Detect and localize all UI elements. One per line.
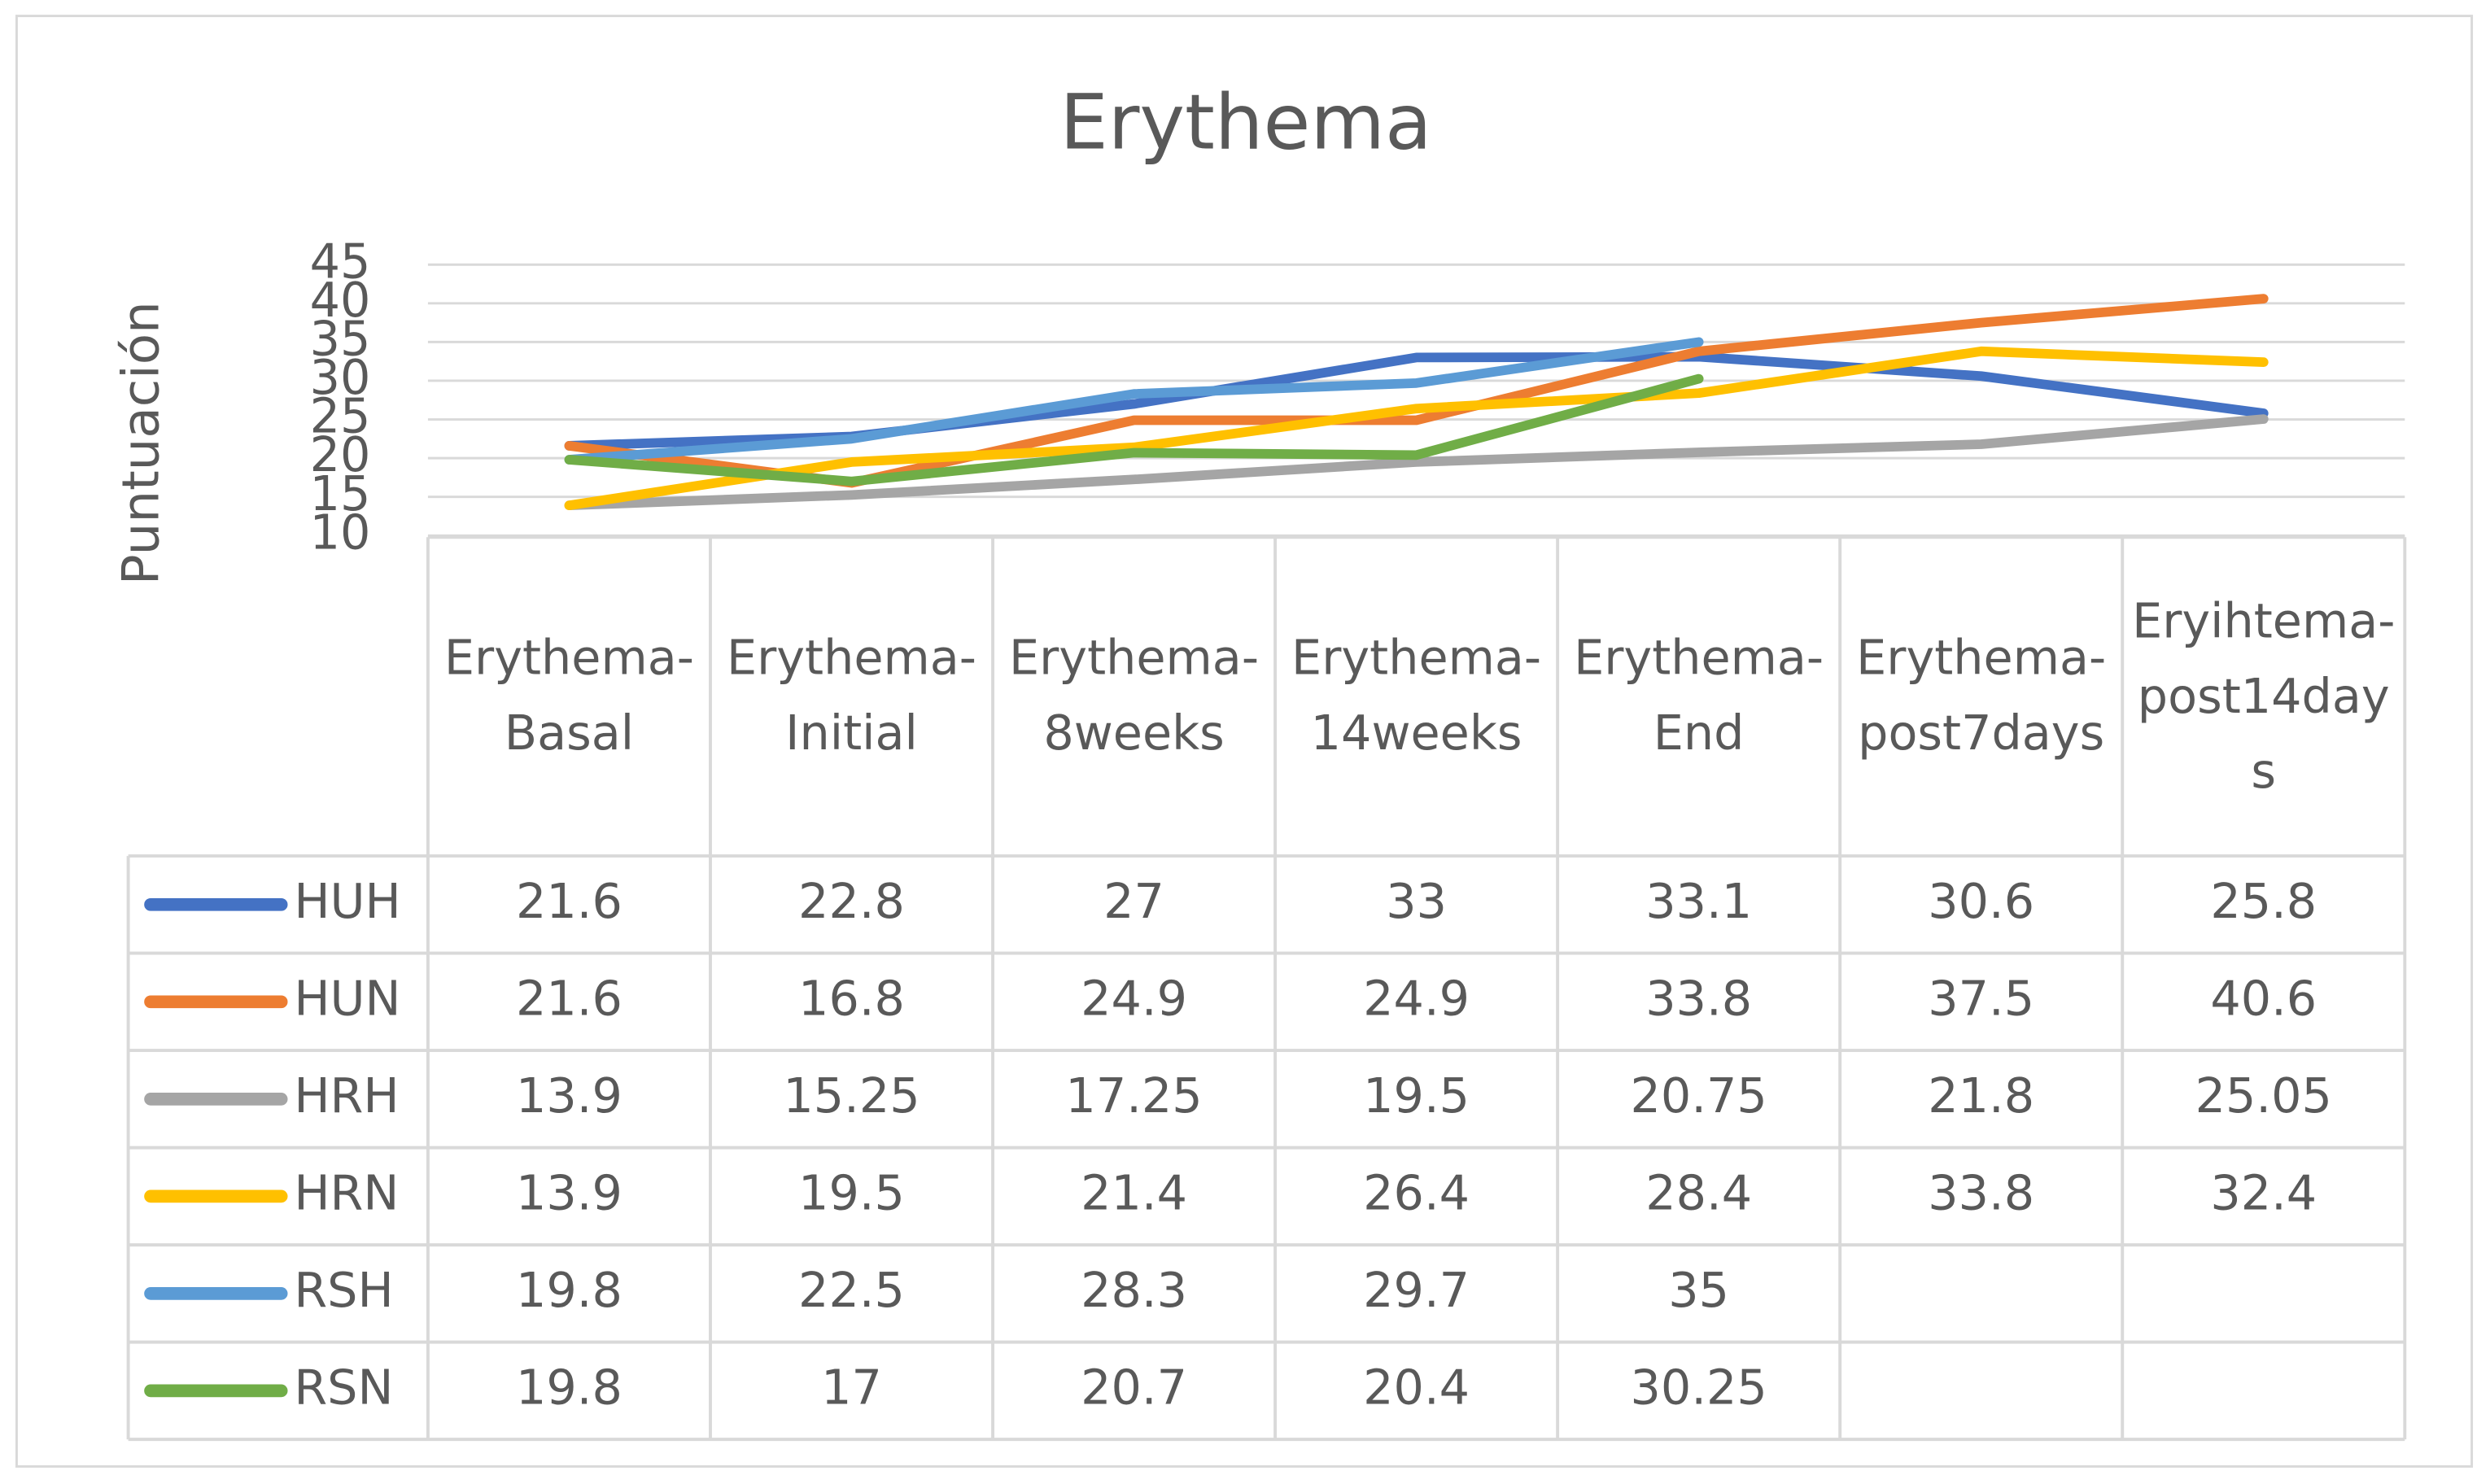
table-value: 40.6 xyxy=(2210,970,2317,1026)
category-cell: Erythema-post7days xyxy=(1856,631,2107,762)
table-value: 22.5 xyxy=(798,1262,905,1318)
table-value: 33.1 xyxy=(1645,873,1752,929)
table-value: 35 xyxy=(1668,1262,1729,1318)
table-value: 15.25 xyxy=(783,1067,920,1124)
table-value: 21.4 xyxy=(1081,1164,1187,1220)
y-axis-label: Puntuación xyxy=(111,301,170,585)
x-tick-label: Erythema-post7days xyxy=(1856,631,2107,762)
table-value: 20.4 xyxy=(1363,1359,1470,1415)
category-cell: Erythema-End xyxy=(1574,631,1824,762)
chart-border xyxy=(15,15,2474,1468)
category-cell: Eryihtema-post14days xyxy=(2132,593,2396,800)
y-tick-label: 15 xyxy=(310,465,371,522)
table-value: 13.9 xyxy=(516,1164,622,1220)
table-value: 33 xyxy=(1386,873,1447,929)
x-tick-label: Erythema-End xyxy=(1574,631,1824,762)
y-tick-label: 25 xyxy=(310,388,371,444)
table-value: 25.8 xyxy=(2210,873,2317,929)
x-tick-label: Erythema-8weeks xyxy=(1009,631,1260,762)
x-tick-label: Eryihtema-post14days xyxy=(2132,593,2396,800)
y-tick-label: 20 xyxy=(310,426,371,482)
x-tick-label: Erythema-Initial xyxy=(726,631,976,762)
legend-label: HUN xyxy=(294,970,400,1026)
y-tick-label: 35 xyxy=(310,310,371,366)
legend-label: RSH xyxy=(294,1262,393,1318)
legend-label: HRN xyxy=(294,1164,399,1220)
table-value: 24.9 xyxy=(1363,970,1470,1026)
table-value: 19.5 xyxy=(1363,1067,1470,1124)
y-tick-label: 45 xyxy=(310,233,371,289)
table-value: 27 xyxy=(1103,873,1164,929)
table-value: 25.05 xyxy=(2195,1067,2332,1124)
table-value: 21.6 xyxy=(516,873,622,929)
category-cell: Erythema-14weeks xyxy=(1291,631,1542,762)
chart-title: Erythema xyxy=(1059,79,1431,168)
table-value: 24.9 xyxy=(1081,970,1187,1026)
table-value: 20.7 xyxy=(1081,1359,1187,1415)
table-value: 20.75 xyxy=(1631,1067,1767,1124)
table-value: 17.25 xyxy=(1065,1067,1202,1124)
series-line xyxy=(564,337,1704,465)
y-tick-label: 40 xyxy=(310,272,371,328)
table-value: 29.7 xyxy=(1363,1262,1470,1318)
table-value: 37.5 xyxy=(1928,970,2034,1026)
x-tick-label: Erythema-14weeks xyxy=(1291,631,1542,762)
series-line xyxy=(564,346,2269,511)
table-value: 13.9 xyxy=(516,1067,622,1124)
table-value: 33.8 xyxy=(1645,970,1752,1026)
table-value: 19.5 xyxy=(798,1164,905,1220)
series-line xyxy=(564,373,1704,487)
table-value: 30.6 xyxy=(1928,873,2034,929)
table-value: 19.8 xyxy=(516,1262,622,1318)
category-cell: Erythema-Basal xyxy=(443,631,694,762)
category-cell: Erythema-8weeks xyxy=(1009,631,1260,762)
legend-label: RSN xyxy=(294,1359,393,1415)
table-value: 28.4 xyxy=(1645,1164,1752,1220)
legend-label: HUH xyxy=(294,873,400,929)
table-value: 21.6 xyxy=(516,970,622,1026)
table-value: 17 xyxy=(821,1359,882,1415)
table-value: 26.4 xyxy=(1363,1164,1470,1220)
table-value: 16.8 xyxy=(798,970,905,1026)
table-value: 21.8 xyxy=(1928,1067,2034,1124)
table-value: 32.4 xyxy=(2210,1164,2317,1220)
legend-label: HRH xyxy=(294,1067,399,1124)
x-tick-label: Erythema-Basal xyxy=(443,631,694,762)
table-value: 30.25 xyxy=(1631,1359,1767,1415)
table-value: 28.3 xyxy=(1081,1262,1187,1318)
table-value: 19.8 xyxy=(516,1359,622,1415)
y-tick-label: 30 xyxy=(310,349,371,405)
table-value: 33.8 xyxy=(1928,1164,2034,1220)
category-cell: Erythema-Initial xyxy=(726,631,976,762)
table-value: 22.8 xyxy=(798,873,905,929)
series-line xyxy=(564,414,2269,511)
y-tick-label: 10 xyxy=(310,504,371,560)
